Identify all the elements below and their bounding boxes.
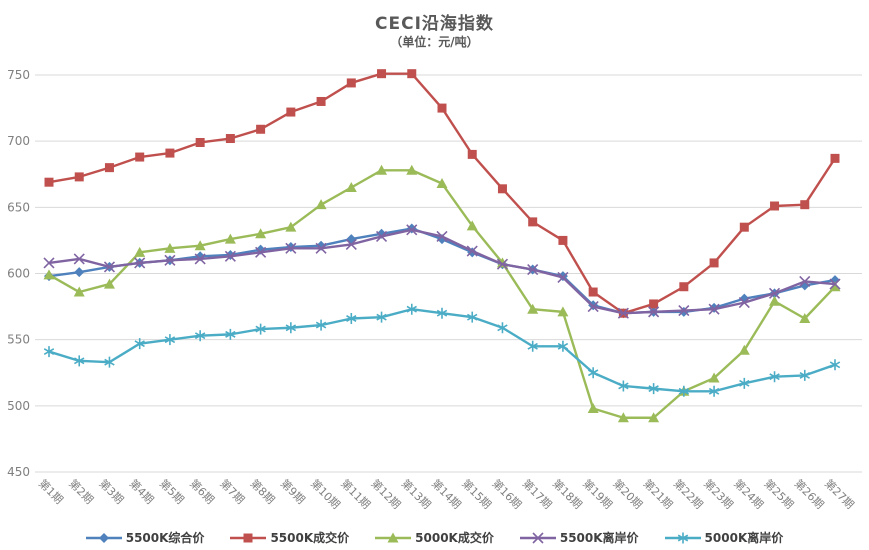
series-5500K成交价 — [44, 69, 840, 318]
series-5500K离岸价 — [43, 224, 841, 319]
series-5000K离岸价 — [43, 303, 841, 397]
x-axis-label: 第9期 — [278, 476, 308, 506]
y-axis-label: 500 — [7, 399, 30, 413]
x-axis-label: 第19期 — [580, 476, 615, 511]
x-axis-label: 第11期 — [338, 476, 373, 511]
x-axis-label: 第18期 — [550, 476, 585, 511]
x-axis-labels: 第1期 第2期 第3期 第4期 第5期 第6期 第7期 第8期 第9期 第10期第11期第12期第… — [36, 476, 857, 511]
y-axis-label: 700 — [7, 134, 30, 148]
legend-marker-icon — [664, 532, 701, 543]
x-axis-label: 第7期 — [217, 476, 247, 506]
y-axis-label: 550 — [7, 333, 30, 347]
legend-item-5500K成交价: 5500K成交价 — [230, 529, 349, 546]
x-axis-label: 第13期 — [399, 476, 434, 511]
legend-marker-icon — [85, 532, 122, 543]
chart-title: CECI沿海指数 — [375, 14, 494, 34]
gridlines — [35, 74, 862, 473]
legend-label: 5500K成交价 — [270, 531, 350, 545]
y-axis-labels: 450 500 550 600 650 700 750 — [7, 68, 30, 479]
y-axis-label: 450 — [7, 465, 30, 479]
legend-marker-icon — [519, 531, 556, 544]
x-axis-label: 第24期 — [731, 476, 766, 511]
legend-item-5500K综合价: 5500K综合价 — [85, 529, 205, 546]
x-axis-label: 第12期 — [368, 476, 403, 511]
x-axis-label: 第6期 — [187, 476, 217, 506]
x-axis-label: 第1期 — [36, 476, 66, 506]
x-axis-label: 第8期 — [247, 476, 277, 506]
y-axis-label: 600 — [7, 267, 30, 281]
y-axis-label: 750 — [7, 68, 30, 82]
x-axis-label: 第10期 — [308, 476, 343, 511]
x-axis-label: 第23期 — [701, 476, 736, 511]
x-axis-label: 第5期 — [157, 476, 187, 506]
legend-item-5000K成交价: 5000K成交价 — [375, 529, 494, 546]
legend-label: 5000K离岸价 — [704, 531, 784, 545]
legend-item-5500K离岸价: 5500K离岸价 — [519, 529, 639, 546]
legend-label: 5000K成交价 — [415, 531, 494, 545]
legend-label: 5500K综合价 — [125, 531, 205, 545]
x-axis-label: 第2期 — [66, 476, 96, 506]
legend-marker-icon — [375, 532, 412, 542]
series-5000K成交价 — [43, 164, 841, 423]
x-axis-label: 第14期 — [429, 476, 464, 511]
x-axis-label: 第25期 — [761, 476, 796, 511]
legend-label: 5500K离岸价 — [559, 531, 639, 545]
x-axis-label: 第27期 — [822, 476, 857, 511]
x-axis-label: 第3期 — [96, 476, 126, 506]
x-axis-label: 第26期 — [792, 476, 827, 511]
x-axis-label: 第20期 — [610, 476, 645, 511]
x-axis-label: 第16期 — [489, 476, 524, 511]
x-axis-label: 第15期 — [459, 476, 494, 511]
chart-legend: 5500K综合价 5500K成交价 5000K成交价 5500K离岸价 5000K离岸价 — [0, 529, 869, 546]
x-axis-label: 第22期 — [671, 476, 706, 511]
x-axis-label: 第4期 — [127, 476, 157, 506]
x-axis-label: 第21期 — [640, 476, 675, 511]
chart-subtitle: （单位：元/吨） — [390, 35, 479, 49]
x-axis-label: 第17期 — [520, 476, 555, 511]
legend-marker-icon — [230, 533, 267, 542]
y-axis-label: 650 — [7, 200, 30, 214]
legend-item-5000K离岸价: 5000K离岸价 — [664, 529, 784, 546]
